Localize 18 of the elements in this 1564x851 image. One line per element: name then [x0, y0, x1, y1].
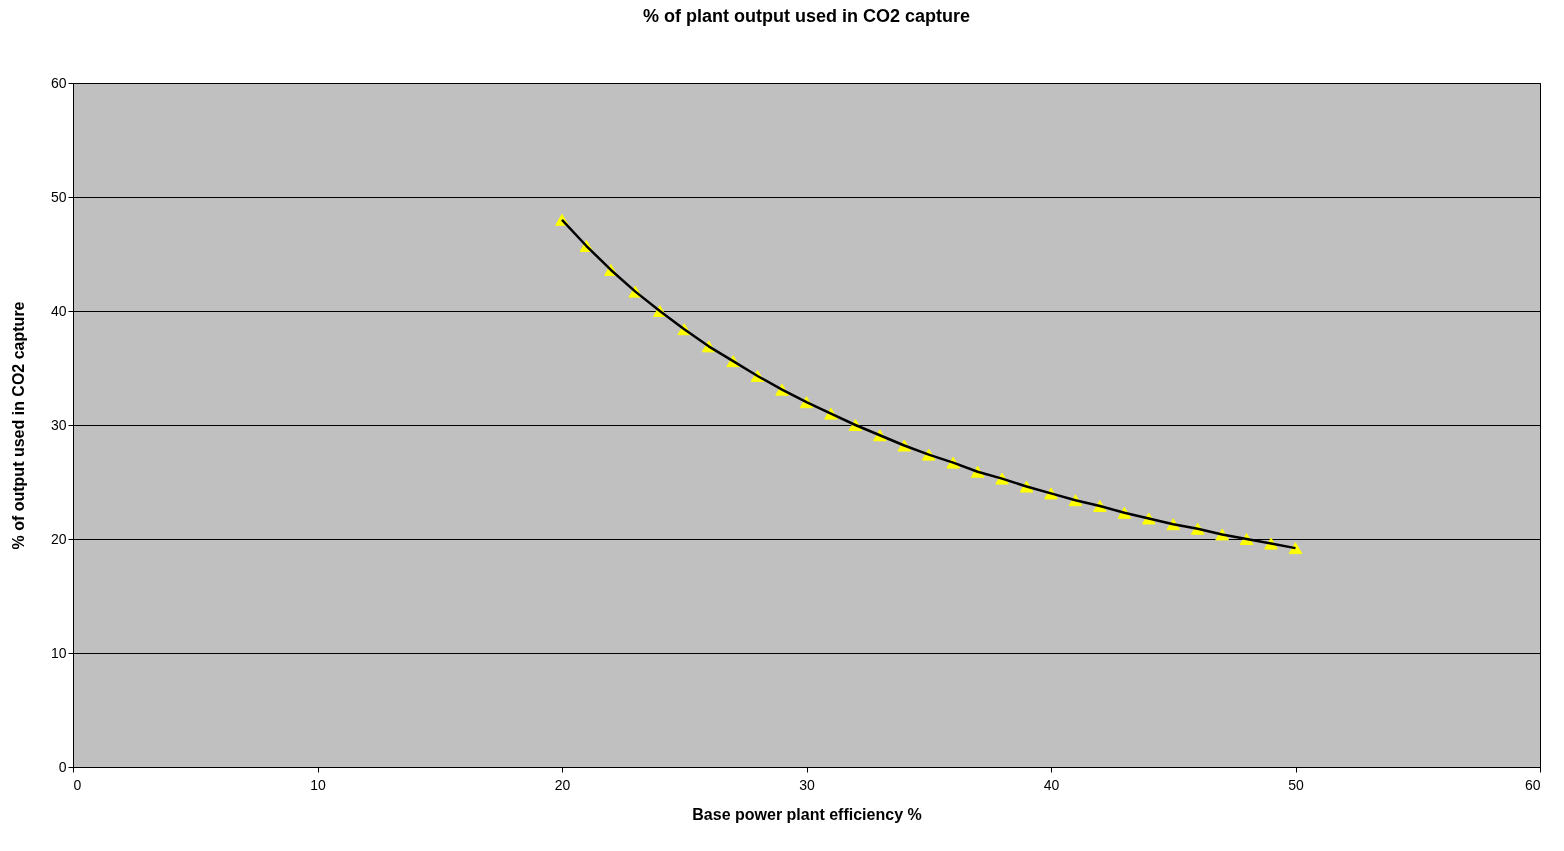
x-tick-label: 60 — [1524, 776, 1541, 793]
x-tick-label: 40 — [1043, 776, 1060, 793]
x-axis-title: Base power plant efficiency % — [692, 805, 922, 823]
x-tick-label: 20 — [554, 776, 571, 793]
x-tick-label: 0 — [73, 776, 82, 793]
point — [1288, 542, 1303, 555]
x-tick-label: 10 — [310, 776, 326, 793]
y-tick-label: 20 — [50, 530, 67, 547]
y-tick-label: 10 — [50, 644, 67, 661]
x-tick-label: 50 — [1288, 776, 1304, 793]
y-tick-label: 60 — [50, 74, 67, 91]
y-axis-title: % of output used in CO2 capture — [9, 301, 27, 550]
chart-title: % of plant output used in CO2 capture — [642, 6, 971, 26]
y-tick-label: 40 — [50, 302, 67, 319]
y-tick-label: 0 — [58, 758, 67, 775]
y-tick-label: 30 — [50, 416, 67, 433]
x-tick-label: 30 — [799, 776, 815, 793]
y-tick-label: 50 — [50, 188, 67, 205]
